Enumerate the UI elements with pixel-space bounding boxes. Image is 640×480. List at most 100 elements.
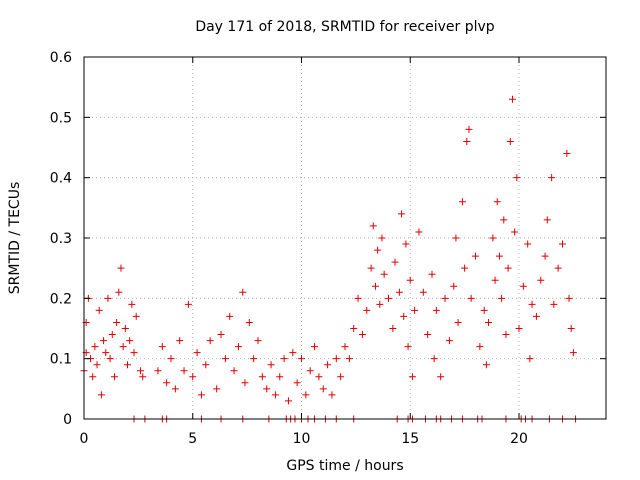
data-point <box>537 276 545 284</box>
x-tick-label: 15 <box>401 431 419 447</box>
data-point <box>513 174 521 182</box>
data-point <box>345 355 353 363</box>
data-point <box>498 294 506 302</box>
data-point <box>358 331 366 339</box>
data-point <box>400 312 408 320</box>
data-point <box>271 391 279 399</box>
data-point <box>119 343 127 351</box>
x-tick-label: 10 <box>293 431 311 447</box>
data-point <box>411 306 419 314</box>
data-point <box>176 337 184 345</box>
data-point <box>485 318 493 326</box>
y-tick-label: 0 <box>63 412 72 428</box>
data-point <box>424 331 432 339</box>
data-point <box>432 306 440 314</box>
data-point <box>189 373 197 381</box>
data-point <box>389 325 397 332</box>
data-point <box>350 325 358 332</box>
data-point <box>332 355 340 363</box>
x-tick-label: 20 <box>510 431 528 447</box>
data-point <box>341 343 349 351</box>
data-point <box>482 361 490 369</box>
data-point <box>202 361 210 369</box>
data-point <box>258 373 266 381</box>
data-point <box>139 373 147 381</box>
data-point <box>184 300 192 308</box>
data-point <box>126 337 134 345</box>
data-point <box>472 252 479 260</box>
data-point <box>100 337 108 345</box>
data-point <box>226 312 234 320</box>
data-point <box>519 282 527 290</box>
x-tick-label: 0 <box>80 431 89 447</box>
data-point <box>569 349 577 357</box>
data-point <box>543 216 551 224</box>
data-point <box>404 343 412 351</box>
data-point <box>506 137 514 145</box>
data-point <box>93 361 101 369</box>
x-tick-label: 5 <box>188 431 197 447</box>
data-point <box>163 379 171 387</box>
data-point <box>500 216 508 224</box>
points-layer <box>80 95 580 423</box>
data-point <box>113 318 121 326</box>
data-point <box>117 264 125 272</box>
data-point <box>137 367 145 375</box>
chart-title: Day 171 of 2018, SRMTID for receiver plv… <box>195 19 494 35</box>
data-point <box>385 294 392 302</box>
data-point <box>284 397 292 405</box>
data-point <box>319 385 327 393</box>
y-tick-label: 0.1 <box>50 352 72 368</box>
data-point <box>458 198 466 206</box>
data-point <box>289 349 297 357</box>
data-point <box>441 294 449 302</box>
data-point <box>121 325 129 332</box>
data-point <box>132 312 140 320</box>
data-point <box>450 282 458 290</box>
data-point <box>480 306 488 314</box>
data-point <box>391 258 399 266</box>
data-point <box>154 367 162 375</box>
data-point <box>180 367 188 375</box>
data-point <box>532 312 540 320</box>
data-point <box>415 228 423 236</box>
data-point <box>302 391 310 399</box>
data-point <box>106 355 114 363</box>
data-point <box>495 252 503 260</box>
data-point <box>515 325 523 332</box>
data-point <box>241 379 249 387</box>
data-point <box>245 318 253 326</box>
data-point <box>124 361 131 369</box>
data-point <box>371 282 379 290</box>
data-point <box>565 294 573 302</box>
data-point <box>428 270 436 278</box>
data-point <box>306 367 314 375</box>
data-point <box>239 288 247 296</box>
data-point <box>526 355 534 363</box>
data-point <box>502 331 510 339</box>
data-point <box>548 174 556 182</box>
x-axis-label: GPS time / hours <box>286 458 403 474</box>
data-point <box>524 240 532 248</box>
data-point <box>193 349 201 357</box>
data-point <box>398 210 406 218</box>
data-point <box>171 385 179 393</box>
data-point <box>367 264 375 272</box>
data-point <box>452 234 460 242</box>
data-point <box>445 337 453 345</box>
data-point <box>454 318 462 326</box>
data-point <box>110 373 118 381</box>
data-point <box>363 306 371 314</box>
data-point <box>402 240 410 248</box>
y-tick-label: 0.5 <box>50 110 72 126</box>
data-point <box>91 343 99 351</box>
data-point <box>508 95 516 103</box>
data-point <box>408 373 416 381</box>
y-tick-label: 0.2 <box>50 291 72 307</box>
data-point <box>167 355 175 363</box>
data-point <box>206 337 214 345</box>
data-point <box>463 137 471 145</box>
data-point <box>511 228 519 236</box>
